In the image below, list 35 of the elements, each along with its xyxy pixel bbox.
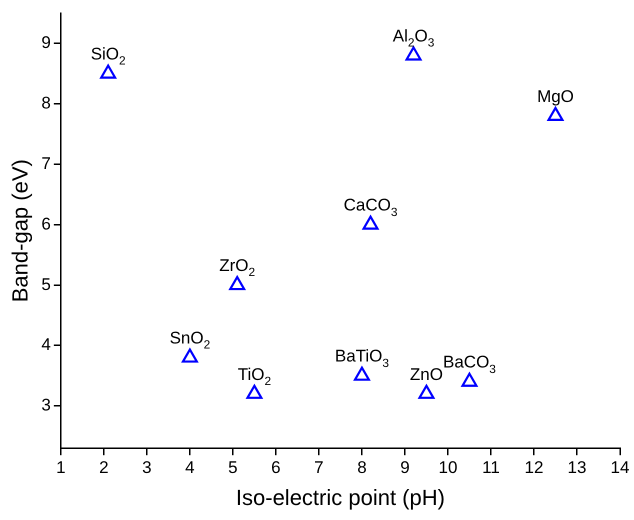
- y-tick-label: 5: [41, 274, 51, 294]
- point: [100, 64, 116, 79]
- x-tick-label: 13: [568, 458, 586, 478]
- point: [547, 106, 564, 122]
- y-tick-label: 6: [41, 214, 51, 234]
- point: [461, 372, 478, 387]
- y-tick-label: 9: [41, 33, 51, 52]
- y-tick-label: 4: [41, 335, 51, 354]
- x-tick-label: 12: [524, 458, 544, 478]
- x-tick-label: 7: [314, 458, 324, 478]
- annotation: MgO: [537, 86, 574, 106]
- point: [362, 216, 379, 230]
- y-tick-label: 7: [41, 154, 51, 173]
- x-tick-label: 2: [99, 458, 109, 478]
- x-tick-label: 4: [185, 458, 195, 478]
- y-tick-label: 8: [41, 94, 51, 113]
- point: [229, 276, 246, 290]
- x-tick-label: 3: [142, 458, 152, 478]
- point: [406, 46, 422, 61]
- point: [246, 384, 262, 399]
- point: [182, 348, 198, 363]
- x-tick-label: 9: [400, 458, 410, 478]
- point: [354, 366, 370, 381]
- x-tick-label: 11: [482, 458, 500, 478]
- y-tick-label: 3: [41, 396, 51, 415]
- x-tick-label: 6: [271, 458, 281, 478]
- point: [418, 384, 434, 399]
- x-axis-title: Iso-electric point (pH): [236, 484, 445, 510]
- x-tick-label: 5: [228, 458, 238, 478]
- x-tick-label: 14: [610, 458, 630, 478]
- x-tick-label: 1: [56, 458, 66, 478]
- x-tick-label: 8: [357, 458, 367, 478]
- annotation: ZnO: [410, 364, 443, 384]
- x-tick-label: 10: [438, 458, 458, 478]
- y-axis-title: Band-gap (eV): [7, 159, 32, 302]
